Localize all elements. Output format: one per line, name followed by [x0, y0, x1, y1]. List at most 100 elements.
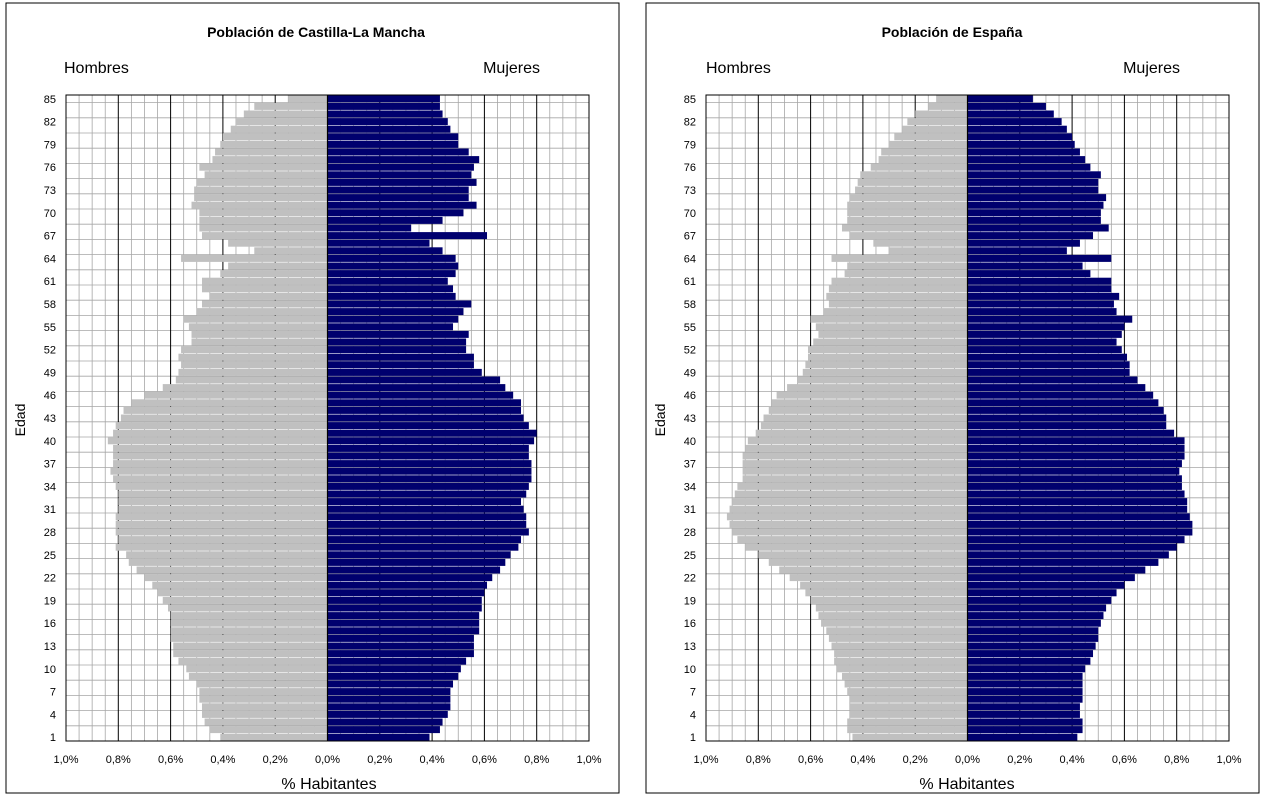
y-tick-label: 52 — [44, 345, 56, 357]
bar-hombres — [730, 506, 968, 513]
bar-mujeres — [328, 453, 529, 460]
bar-hombres — [845, 681, 968, 688]
bar-mujeres — [968, 339, 1117, 346]
x-tick-label: 0,2% — [367, 754, 392, 766]
bar-hombres — [889, 141, 967, 148]
bar-mujeres — [968, 453, 1185, 460]
bar-hombres — [769, 559, 968, 566]
y-axis-label: Edad — [652, 404, 668, 437]
bar-hombres — [202, 301, 328, 308]
y-tick-label: 25 — [684, 550, 696, 562]
bar-mujeres — [968, 392, 1154, 399]
bar-mujeres — [328, 711, 448, 718]
bar-mujeres — [328, 149, 469, 156]
bar-mujeres — [328, 635, 474, 642]
bar-mujeres — [328, 703, 451, 710]
bar-mujeres — [968, 703, 1080, 710]
bar-mujeres — [968, 399, 1159, 406]
bar-hombres — [873, 240, 967, 247]
bar-hombres — [116, 483, 328, 490]
x-tick-label: 0,6% — [158, 754, 183, 766]
bar-mujeres — [968, 574, 1135, 581]
bar-hombres — [743, 468, 968, 475]
bar-mujeres — [968, 643, 1096, 650]
bar-hombres — [178, 354, 327, 361]
bar-mujeres — [968, 719, 1083, 726]
bar-mujeres — [968, 133, 1073, 140]
bar-mujeres — [328, 529, 529, 536]
bar-hombres — [163, 597, 328, 604]
bar-mujeres — [968, 354, 1128, 361]
bar-hombres — [171, 620, 328, 627]
bar-hombres — [178, 369, 327, 376]
bar-hombres — [220, 734, 327, 741]
bar-mujeres — [968, 551, 1169, 558]
bar-mujeres — [328, 369, 482, 376]
bar-hombres — [829, 635, 968, 642]
bar-hombres — [834, 650, 967, 657]
bar-hombres — [197, 179, 328, 186]
bar-hombres — [850, 696, 968, 703]
bar-mujeres — [328, 605, 482, 612]
bar-hombres — [834, 658, 967, 665]
bar-hombres — [186, 665, 327, 672]
y-tick-label: 58 — [44, 299, 56, 311]
bar-mujeres — [968, 308, 1117, 315]
bar-hombres — [288, 95, 327, 102]
bar-mujeres — [328, 513, 527, 520]
bar-mujeres — [328, 688, 451, 695]
bar-mujeres — [328, 681, 454, 688]
y-tick-label: 73 — [684, 185, 696, 197]
bar-mujeres — [968, 369, 1130, 376]
bar-mujeres — [328, 187, 469, 194]
x-tick-label: 0,8% — [524, 754, 549, 766]
bar-mujeres — [328, 255, 456, 262]
bar-mujeres — [328, 726, 440, 733]
bar-hombres — [163, 384, 328, 391]
bar-hombres — [771, 399, 967, 406]
x-tick-label: 1,0% — [693, 754, 718, 766]
bar-mujeres — [328, 506, 524, 513]
bar-hombres — [907, 118, 967, 125]
bar-hombres — [879, 156, 968, 163]
x-tick-label: 0,6% — [1112, 754, 1137, 766]
y-tick-label: 76 — [44, 162, 56, 174]
y-tick-label: 67 — [44, 231, 56, 243]
bar-mujeres — [328, 559, 506, 566]
y-tick-label: 73 — [44, 185, 56, 197]
bar-hombres — [220, 270, 327, 277]
right-label: Mujeres — [1123, 60, 1180, 77]
bar-hombres — [745, 544, 967, 551]
bar-mujeres — [968, 658, 1091, 665]
bar-mujeres — [968, 605, 1107, 612]
bar-mujeres — [328, 346, 467, 353]
bar-mujeres — [968, 95, 1033, 102]
bar-mujeres — [328, 361, 474, 368]
bar-hombres — [894, 133, 967, 140]
bar-hombres — [197, 681, 328, 688]
bar-hombres — [790, 574, 968, 581]
bar-hombres — [131, 399, 327, 406]
y-tick-label: 34 — [684, 481, 696, 493]
bar-mujeres — [968, 247, 1067, 254]
bar-hombres — [181, 361, 327, 368]
bar-hombres — [732, 498, 967, 505]
bar-mujeres — [328, 589, 485, 596]
bar-mujeres — [328, 171, 472, 178]
y-tick-label: 82 — [684, 117, 696, 129]
bar-mujeres — [328, 399, 522, 406]
y-tick-label: 10 — [684, 664, 696, 676]
bar-hombres — [173, 650, 327, 657]
bar-mujeres — [968, 202, 1104, 209]
bar-hombres — [116, 521, 328, 528]
bar-mujeres — [968, 179, 1099, 186]
bar-mujeres — [968, 111, 1054, 118]
bar-mujeres — [968, 665, 1086, 672]
bar-hombres — [176, 377, 328, 384]
y-tick-label: 1 — [690, 732, 696, 744]
bar-hombres — [852, 734, 967, 741]
bar-hombres — [173, 643, 327, 650]
bar-hombres — [847, 726, 967, 733]
bar-mujeres — [328, 209, 464, 216]
bar-mujeres — [968, 650, 1094, 657]
